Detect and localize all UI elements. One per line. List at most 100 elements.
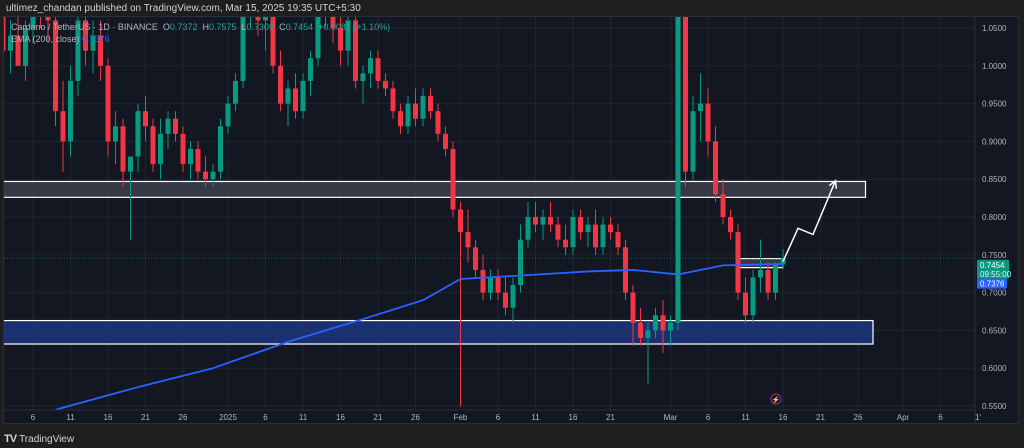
event-flash-icon — [770, 393, 782, 405]
y-tick-label: 1.0000 — [982, 62, 1007, 71]
candle-down — [4, 17, 6, 51]
x-tick-label: 11 — [741, 413, 750, 422]
candle-up — [570, 217, 576, 248]
candle-up — [360, 73, 366, 81]
candle-up — [345, 20, 351, 51]
candle-up — [210, 171, 216, 180]
x-tick-label: 16 — [779, 413, 788, 422]
candle-down — [608, 224, 613, 233]
candle-down — [203, 171, 208, 180]
candle-down — [435, 111, 441, 134]
y-tick-label: 0.7000 — [982, 289, 1007, 298]
candle-up — [308, 58, 313, 81]
symbol-label[interactable]: Cardano / TetherUS · 1D · BINANCE — [11, 22, 158, 32]
x-tick-label: 16 — [104, 413, 113, 422]
candle-down — [495, 277, 501, 293]
y-tick-label: 0.9500 — [982, 100, 1007, 109]
candle-down — [255, 17, 261, 21]
candle-up — [368, 58, 373, 74]
candle-down — [173, 118, 178, 134]
candle-down — [293, 88, 298, 112]
candle-up — [300, 80, 306, 112]
last-price-text: 0.7454 — [980, 261, 1005, 270]
candle-down — [563, 239, 568, 248]
candle-down — [660, 315, 666, 331]
candle-up — [773, 264, 778, 293]
x-tick-label: 6 — [496, 413, 501, 422]
candle-down — [720, 194, 726, 217]
candle-down — [180, 133, 186, 165]
candle-up — [668, 322, 673, 331]
publish-line: ultimez_chandan published on TradingView… — [6, 3, 361, 14]
candle-down — [60, 111, 66, 142]
candle-up — [750, 277, 756, 316]
candle-up — [233, 80, 238, 104]
ema-row: EMA (200, close) 0.7376 — [11, 33, 390, 45]
candle-down — [38, 0, 43, 5]
candle-up — [90, 35, 96, 51]
candle-up — [675, 17, 681, 323]
candle-up — [240, 17, 246, 81]
candle-down — [480, 269, 486, 293]
ema-label[interactable]: EMA (200, close) — [11, 34, 80, 44]
y-tick-label: 0.6000 — [982, 364, 1007, 373]
ema-price-badge — [977, 278, 1007, 289]
ema-value: 0.7376 — [82, 34, 110, 44]
open-value: 0.7372 — [169, 22, 198, 32]
x-tick-label: Apr — [897, 413, 910, 422]
candle-down — [533, 217, 538, 225]
candle-down — [195, 148, 201, 172]
x-tick-label: Mar — [664, 413, 678, 422]
last-price-badge — [977, 259, 1009, 279]
x-tick-label: 11 — [299, 413, 308, 422]
candle-up — [128, 156, 133, 172]
candle-down — [615, 232, 621, 248]
candle-up — [68, 80, 73, 142]
candle-down — [728, 217, 733, 233]
y-tick-label: 0.8000 — [982, 213, 1007, 222]
h-label: H — [202, 22, 209, 32]
candle-down — [705, 103, 711, 142]
candle-up — [30, 17, 36, 28]
tv-logo-icon: TV — [4, 433, 17, 445]
candle-down — [330, 17, 336, 28]
candle-down — [98, 35, 103, 66]
brand-label: TradingView — [19, 433, 75, 445]
l-label: L — [241, 22, 247, 32]
candle-down — [638, 322, 643, 338]
candle-up — [285, 88, 291, 104]
candle-up — [540, 217, 546, 225]
x-tick-label: 1' — [975, 413, 981, 422]
x-tick-label: 26 — [411, 413, 420, 422]
candle-down — [683, 17, 688, 172]
close-value: 0.7454 — [285, 22, 314, 32]
y-tick-label: 0.7500 — [982, 251, 1007, 260]
candle-up — [525, 217, 531, 240]
x-tick-label: 21 — [816, 413, 825, 422]
x-tick-label: 21 — [374, 413, 383, 422]
candle-up — [323, 0, 328, 13]
resistance-zone — [4, 180, 867, 198]
countdown-text: 09:55:00 — [980, 270, 1012, 279]
candle-up — [488, 277, 493, 293]
candle-up — [315, 17, 321, 59]
candle-up — [698, 103, 703, 112]
ema-line — [55, 262, 784, 410]
candle-up — [690, 111, 696, 172]
c-label: C — [279, 22, 286, 32]
candle-down — [398, 111, 403, 127]
tradingview-logo: TV TradingView — [4, 433, 74, 445]
candle-down — [45, 17, 51, 21]
x-tick-label: 6 — [706, 413, 711, 422]
x-tick-label: Feb — [454, 413, 468, 422]
candle-down — [503, 292, 508, 308]
candle-up — [263, 17, 268, 21]
x-tick-label: 6 — [263, 413, 268, 422]
x-tick-label: 21 — [141, 413, 150, 422]
event-flash-glyph: ⚡ — [772, 395, 781, 404]
arrowhead-icon — [828, 179, 838, 189]
candle-up — [75, 20, 81, 81]
chart-frame[interactable] — [3, 16, 1019, 424]
candle-up — [218, 126, 223, 172]
